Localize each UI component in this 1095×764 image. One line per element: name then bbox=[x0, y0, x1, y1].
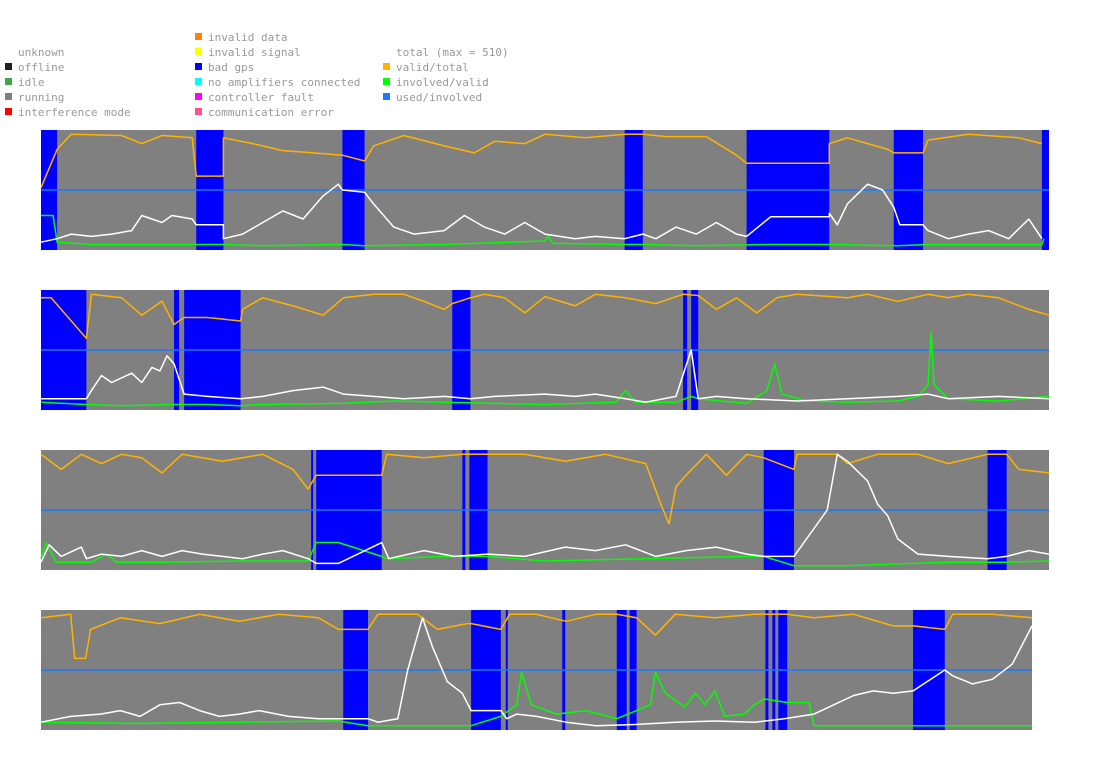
legend-item-used-involved: used/involved bbox=[383, 90, 509, 105]
legend-label: no amplifiers connected bbox=[208, 76, 361, 89]
legend-label: interference mode bbox=[18, 106, 131, 119]
valid-total-line bbox=[40, 613, 1033, 660]
legend-swatch bbox=[5, 93, 12, 100]
strip-2 bbox=[40, 290, 1050, 410]
total-line bbox=[41, 349, 1050, 403]
legend-item-unknown: unknown bbox=[5, 45, 131, 60]
valid-total-line bbox=[40, 133, 1043, 188]
legend-swatch bbox=[383, 63, 390, 70]
legend-swatch bbox=[195, 63, 202, 70]
legend-item-controller-fault: controller fault bbox=[195, 90, 360, 105]
legend-swatch bbox=[195, 108, 202, 115]
legend-swatch bbox=[383, 78, 390, 85]
legend-swatch bbox=[5, 63, 12, 70]
legend-label: offline bbox=[18, 61, 65, 74]
legend-item-involved-valid: involved/valid bbox=[383, 75, 509, 90]
legend-errors: invalid data invalid signal bad gps no a… bbox=[195, 30, 360, 120]
involved-valid-line bbox=[40, 331, 1050, 407]
legend-label: invalid signal bbox=[208, 46, 301, 59]
legend-swatch bbox=[195, 78, 202, 85]
total-line bbox=[40, 617, 1033, 727]
total-line bbox=[40, 453, 1050, 565]
legend-item-running: running bbox=[5, 90, 131, 105]
involved-valid-line bbox=[41, 214, 1045, 247]
legend-status: unknown offline idle running interferenc… bbox=[5, 45, 131, 120]
legend-label: bad gps bbox=[208, 61, 255, 74]
legend-label: running bbox=[18, 91, 65, 104]
legend-swatch bbox=[5, 78, 12, 85]
involved-valid-line bbox=[40, 541, 1050, 567]
legend-label: involved/valid bbox=[396, 76, 489, 89]
legend-swatch bbox=[195, 93, 202, 100]
strip-1 bbox=[40, 130, 1049, 250]
valid-total-line bbox=[41, 293, 1050, 340]
strip-3 bbox=[40, 450, 1050, 570]
strip-4 bbox=[40, 610, 1033, 730]
legend-label: used/involved bbox=[396, 91, 483, 104]
legend-item-communication-error: communication error bbox=[195, 105, 360, 120]
legend-label: communication error bbox=[208, 106, 334, 119]
legend-swatch bbox=[383, 93, 390, 100]
legend-label: controller fault bbox=[208, 91, 314, 104]
legend-item-no-amplifiers: no amplifiers connected bbox=[195, 75, 360, 90]
legend-label: idle bbox=[18, 76, 45, 89]
valid-total-line bbox=[40, 453, 1050, 525]
legend-item-bad-gps: bad gps bbox=[195, 60, 360, 75]
legend-item-interference-mode: interference mode bbox=[5, 105, 131, 120]
legend-label: total (max = 510) bbox=[396, 46, 509, 59]
involved-valid-line bbox=[40, 671, 1032, 727]
legend-item-valid-total: valid/total bbox=[383, 60, 509, 75]
legend-swatch bbox=[195, 48, 202, 55]
legend-label: invalid data bbox=[208, 31, 288, 44]
legend-item-invalid-data: invalid data bbox=[195, 30, 360, 45]
legend-item-total: total (max = 510) bbox=[383, 45, 509, 60]
legend-item-offline: offline bbox=[5, 60, 131, 75]
legend-item-invalid-signal: invalid signal bbox=[195, 45, 360, 60]
legend-ratios: total (max = 510) valid/total involved/v… bbox=[383, 45, 509, 105]
legend-label: valid/total bbox=[396, 61, 469, 74]
legend-label: unknown bbox=[18, 46, 65, 59]
legend-swatch bbox=[195, 33, 202, 40]
legend-swatch bbox=[5, 108, 12, 115]
total-line bbox=[40, 183, 1043, 243]
legend-item-idle: idle bbox=[5, 75, 131, 90]
